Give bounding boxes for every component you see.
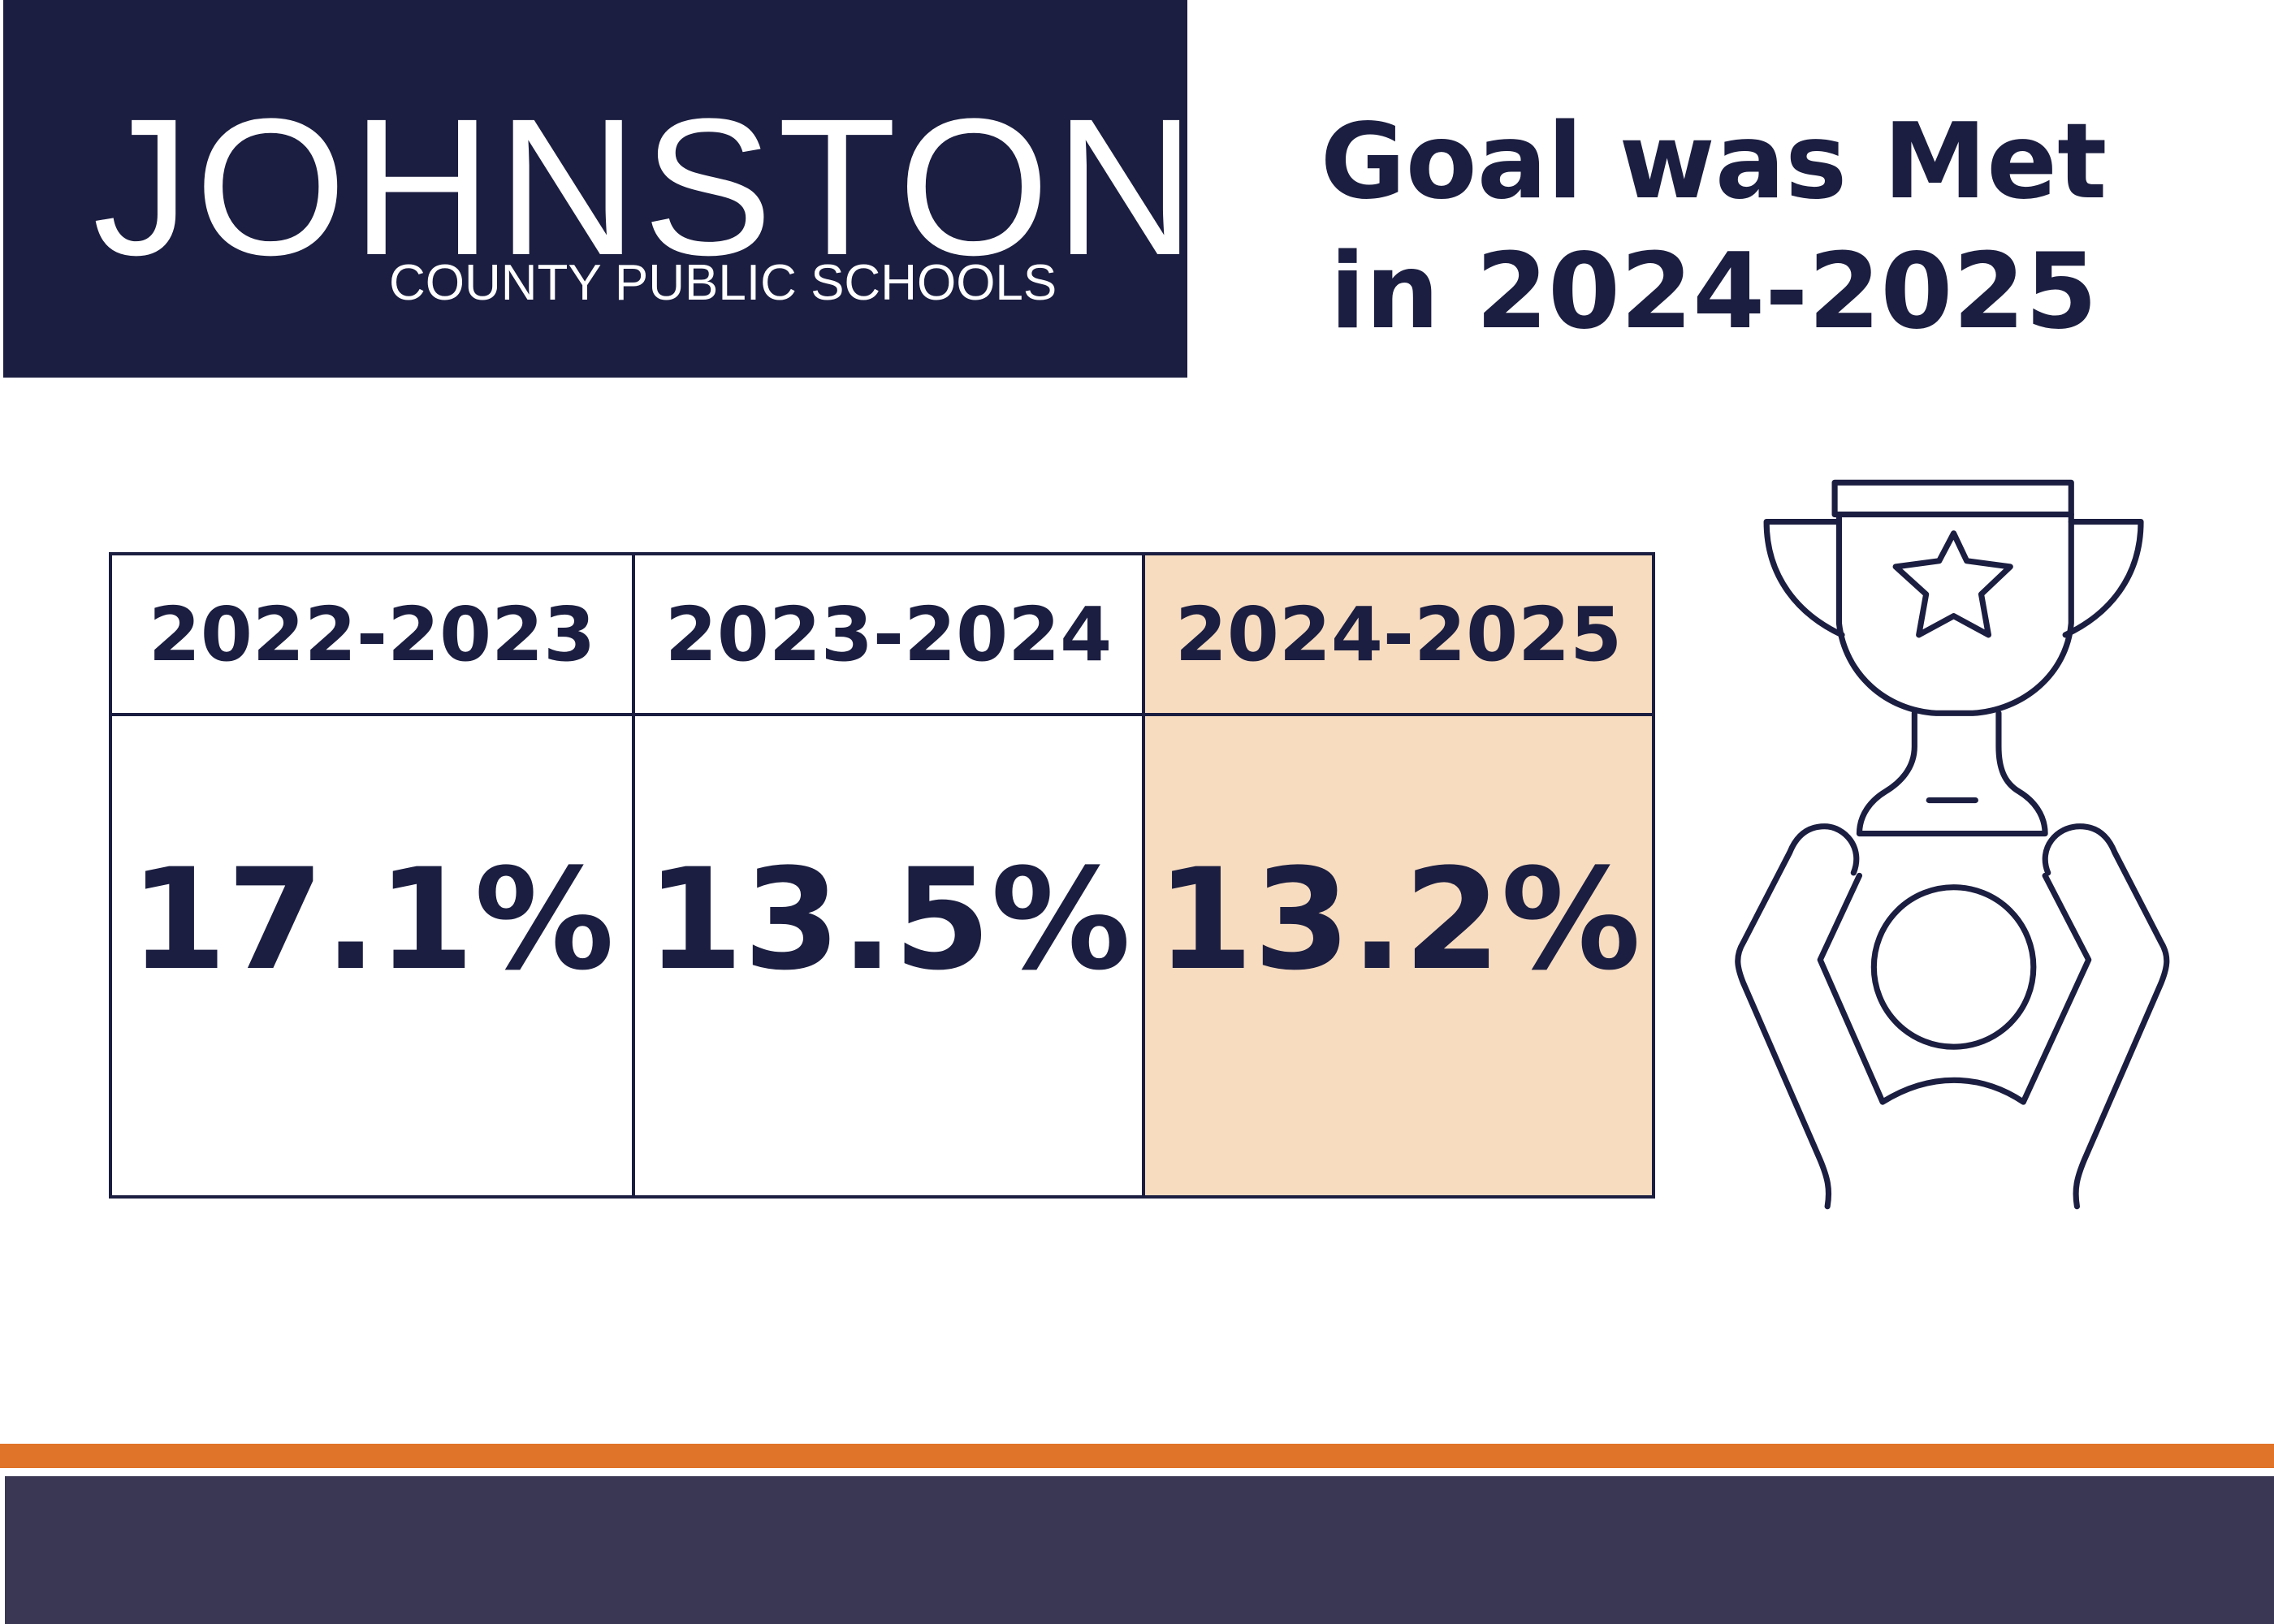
logo-subtitle: COUNTY PUBLIC SCHOOLS xyxy=(389,255,1057,311)
cell: 13.5% xyxy=(632,713,1145,1199)
accent-bar xyxy=(0,1444,2274,1468)
cell: 17.1% xyxy=(109,713,635,1199)
logo-name: JOHNSTON xyxy=(93,78,1200,296)
header-row: 2022-2023 2023-2024 2024-2025 xyxy=(109,552,1655,716)
column-header: 2022-2023 xyxy=(109,552,635,716)
column-header: 2024-2025 xyxy=(1142,552,1655,716)
table: 2022-2023 2023-2024 2024-2025 17.1% 13.5… xyxy=(109,552,1655,1199)
trophy-icon xyxy=(1735,479,2170,1210)
column-header: 2023-2024 xyxy=(632,552,1145,716)
title: Goal was Met in 2024-2025 xyxy=(1320,102,2108,352)
value-row: 17.1% 13.5% 13.2% xyxy=(109,713,1655,1199)
cell: 13.2% xyxy=(1142,713,1655,1199)
logo: JOHNSTON COUNTY PUBLIC SCHOOLS xyxy=(3,0,1195,378)
footer-bar xyxy=(5,1476,2274,1624)
